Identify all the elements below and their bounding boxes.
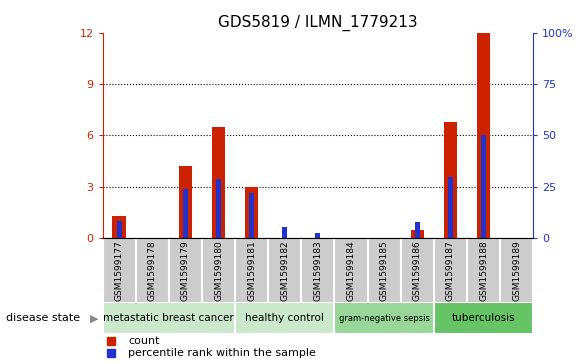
Text: gram-negative sepsis: gram-negative sepsis bbox=[339, 314, 430, 323]
Bar bbox=[415, 222, 420, 238]
Text: GSM1599180: GSM1599180 bbox=[214, 240, 223, 301]
Text: GSM1599187: GSM1599187 bbox=[446, 240, 455, 301]
Text: GSM1599189: GSM1599189 bbox=[512, 240, 521, 301]
Text: GSM1599182: GSM1599182 bbox=[280, 240, 289, 301]
Text: GSM1599181: GSM1599181 bbox=[247, 240, 256, 301]
Text: GSM1599185: GSM1599185 bbox=[380, 240, 389, 301]
Text: healthy control: healthy control bbox=[246, 313, 324, 323]
Text: count: count bbox=[128, 335, 160, 346]
Title: GDS5819 / ILMN_1779213: GDS5819 / ILMN_1779213 bbox=[218, 15, 418, 31]
Bar bbox=[103, 302, 235, 334]
Bar bbox=[448, 177, 453, 238]
Bar bbox=[113, 216, 126, 238]
Bar bbox=[216, 179, 221, 238]
Bar bbox=[477, 33, 490, 238]
Bar bbox=[444, 122, 457, 238]
Bar bbox=[179, 166, 192, 238]
Text: disease state: disease state bbox=[6, 313, 80, 323]
Bar bbox=[282, 227, 287, 238]
Text: GSM1599186: GSM1599186 bbox=[413, 240, 422, 301]
Bar bbox=[235, 302, 335, 334]
Bar bbox=[117, 221, 122, 238]
Text: GSM1599179: GSM1599179 bbox=[181, 240, 190, 301]
Bar bbox=[212, 127, 225, 238]
Text: GSM1599178: GSM1599178 bbox=[148, 240, 156, 301]
Bar bbox=[481, 135, 486, 238]
Bar bbox=[315, 233, 321, 238]
Text: ▶: ▶ bbox=[90, 313, 98, 323]
Text: GSM1599184: GSM1599184 bbox=[346, 240, 356, 301]
Text: GSM1599177: GSM1599177 bbox=[115, 240, 124, 301]
Bar bbox=[245, 187, 258, 238]
Bar bbox=[249, 193, 254, 238]
Text: metastatic breast cancer: metastatic breast cancer bbox=[104, 313, 234, 323]
Bar bbox=[335, 302, 434, 334]
Text: tuberculosis: tuberculosis bbox=[452, 313, 515, 323]
Text: GSM1599183: GSM1599183 bbox=[314, 240, 322, 301]
Bar bbox=[183, 189, 188, 238]
Bar bbox=[411, 230, 424, 238]
Bar bbox=[434, 302, 533, 334]
Text: percentile rank within the sample: percentile rank within the sample bbox=[128, 348, 316, 358]
Text: GSM1599188: GSM1599188 bbox=[479, 240, 488, 301]
